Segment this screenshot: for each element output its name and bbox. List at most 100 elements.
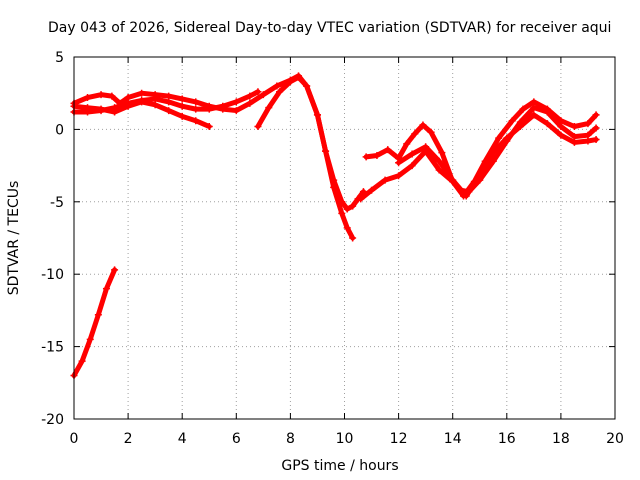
data-point [78,357,86,365]
data-point [165,107,173,115]
data-point [403,140,411,148]
data-point [543,105,551,113]
data-point [489,149,497,157]
y-axis-label: SDTVAR / TECUs [6,181,22,296]
data-point [192,98,200,106]
data-point [330,183,338,191]
x-tick-label: 20 [606,431,624,447]
series-line [71,73,366,212]
y-tick-label: -15 [41,340,64,356]
data-point [192,105,200,113]
data-point [422,143,430,151]
x-axis-label: GPS time / hours [281,458,398,474]
data-point [411,130,419,138]
data-point [97,105,105,113]
data-point [357,195,365,203]
data-point [254,123,262,131]
data-point [516,123,524,131]
data-point [435,166,443,174]
data-point [384,146,392,154]
chart-title: Day 043 of 2026, Sidereal Day-to-day VTE… [48,20,611,36]
data-point [259,91,267,99]
series-arc-8 [395,111,600,200]
series-arc-1 [70,266,119,380]
data-point [192,117,200,125]
data-point [584,137,592,145]
x-tick-label: 0 [70,431,79,447]
data-point [584,120,592,128]
data-point [427,128,435,136]
data-point [124,102,132,110]
y-tick-label: 0 [55,122,64,138]
x-tick-label: 18 [552,431,570,447]
x-tick-label: 6 [232,431,241,447]
y-tick-label: -5 [50,195,64,211]
data-point [462,192,470,200]
data-point [503,134,511,142]
data-point [519,105,527,113]
data-point [592,136,600,144]
data-point [530,111,538,119]
data-point [349,202,357,210]
data-point [592,124,600,132]
x-tick-label: 14 [444,431,462,447]
data-point [349,234,357,242]
data-point [108,92,116,100]
series-line [396,112,599,199]
x-tick-label: 12 [390,431,408,447]
data-point [373,151,381,159]
y-tick-label: 5 [55,50,64,66]
data-point [395,172,403,180]
x-tick-label: 10 [336,431,354,447]
data-point [368,186,376,194]
data-point [570,138,578,146]
data-point [111,108,119,116]
data-point [86,335,94,343]
series-line [255,74,356,241]
data-point [435,157,443,165]
data-point [343,224,351,232]
x-tick-label: 4 [178,431,187,447]
data-point [138,98,146,106]
data-point [592,111,600,119]
tick-layer: 0 2 4 6 8 10 12 14 16 18 20 5 0 -5 -10 -15 -20 [41,50,624,447]
series-arc-4 [70,98,213,131]
data-point [232,98,240,106]
data-point [165,98,173,106]
x-tick-label: 8 [286,431,295,447]
data-point [232,107,240,115]
data-point [530,98,538,106]
y-tick-label: -10 [41,267,64,283]
data-point [102,285,110,293]
data-point [246,92,254,100]
data-point [178,95,186,103]
data-point [338,209,346,217]
data-point [343,205,351,213]
data-point [178,112,186,120]
data-point [438,149,446,157]
data-point [313,111,321,119]
data-point [205,105,213,113]
data-point [449,176,457,184]
data-point [246,99,254,107]
data-point [419,121,427,129]
series-line [71,267,118,379]
data-point [570,123,578,131]
data-point [84,94,92,102]
data-point [219,102,227,110]
data-point [362,153,370,161]
data-point [408,150,416,158]
series-arc-5 [254,73,357,242]
x-tick-label: 2 [124,431,133,447]
data-point [138,89,146,97]
data-point [84,104,92,112]
x-tick-label: 16 [498,431,516,447]
data-point [303,82,311,90]
data-point [557,117,565,125]
data-point [111,266,119,274]
data-point [286,78,294,86]
data-point [543,120,551,128]
data-point [381,176,389,184]
data-point [495,134,503,142]
